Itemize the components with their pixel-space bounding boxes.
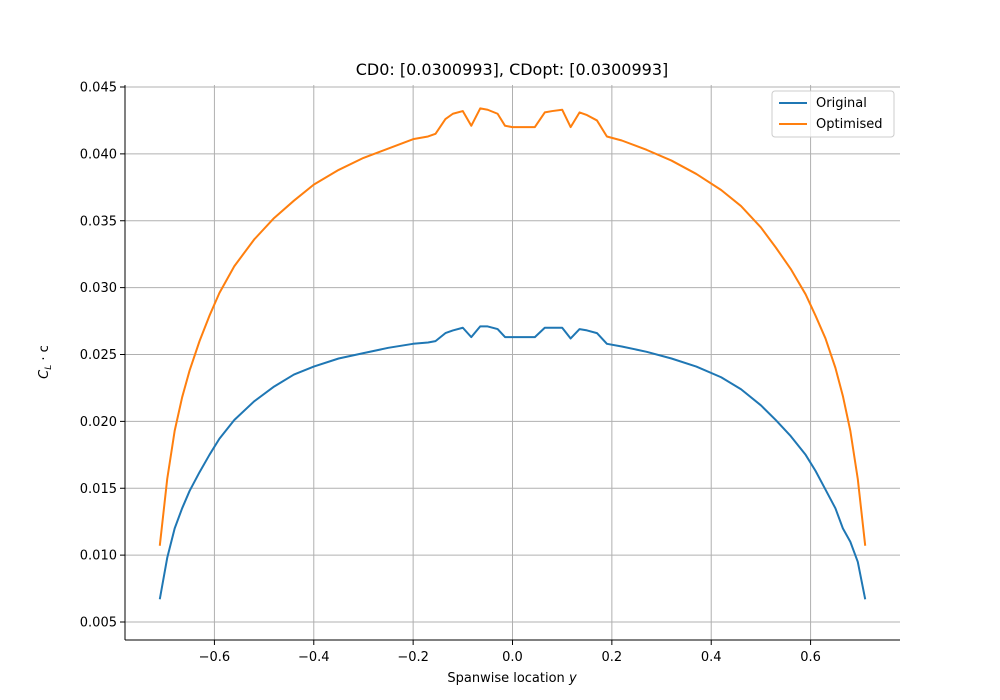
x-tick-label: −0.6 bbox=[199, 650, 231, 665]
x-axis-label-text: Spanwise location bbox=[447, 671, 569, 686]
x-tick-label: 0.0 bbox=[502, 650, 523, 665]
x-tick-label: −0.4 bbox=[298, 650, 330, 665]
ticks-layer: −0.6 −0.4 −0.2 0.0 0.2 0.4 0.6 0.005 0.010 0.015 0… bbox=[80, 81, 821, 666]
series-line-optimised bbox=[158, 107, 867, 546]
chart-title: CD0: [0.0300993], CDopt: [0.0300993] bbox=[356, 60, 669, 79]
x-axis-label: Spanwise location y bbox=[447, 671, 577, 686]
legend-label-optimised: Optimised bbox=[816, 117, 883, 132]
y-tick-label: 0.020 bbox=[80, 415, 117, 430]
y-tick-label: 0.025 bbox=[80, 348, 117, 363]
series-layer bbox=[158, 107, 867, 600]
x-axis-label-var: y bbox=[568, 671, 577, 686]
y-tick-label: 0.035 bbox=[80, 214, 117, 229]
x-tick-label: 0.4 bbox=[701, 650, 722, 665]
y-axis-label-sub: L bbox=[44, 365, 54, 370]
y-tick-label: 0.040 bbox=[80, 147, 117, 162]
y-tick-label: 0.045 bbox=[80, 81, 117, 96]
y-tick-label: 0.010 bbox=[80, 549, 117, 564]
x-tick-label: 0.2 bbox=[602, 650, 623, 665]
y-tick-label: 0.015 bbox=[80, 482, 117, 497]
y-tick-label: 0.005 bbox=[80, 616, 117, 631]
x-tick-label: 0.6 bbox=[800, 650, 821, 665]
legend: Original Optimised bbox=[771, 90, 895, 138]
y-axis-label-rest: · c bbox=[37, 345, 52, 365]
x-tick-label: −0.2 bbox=[397, 650, 429, 665]
y-tick-label: 0.030 bbox=[80, 281, 117, 296]
y-axis-label: CL · c bbox=[37, 345, 54, 379]
grid-layer bbox=[125, 85, 900, 640]
y-axis-label-main: C bbox=[37, 369, 52, 379]
series-line-original bbox=[158, 325, 867, 600]
legend-label-original: Original bbox=[816, 96, 867, 111]
